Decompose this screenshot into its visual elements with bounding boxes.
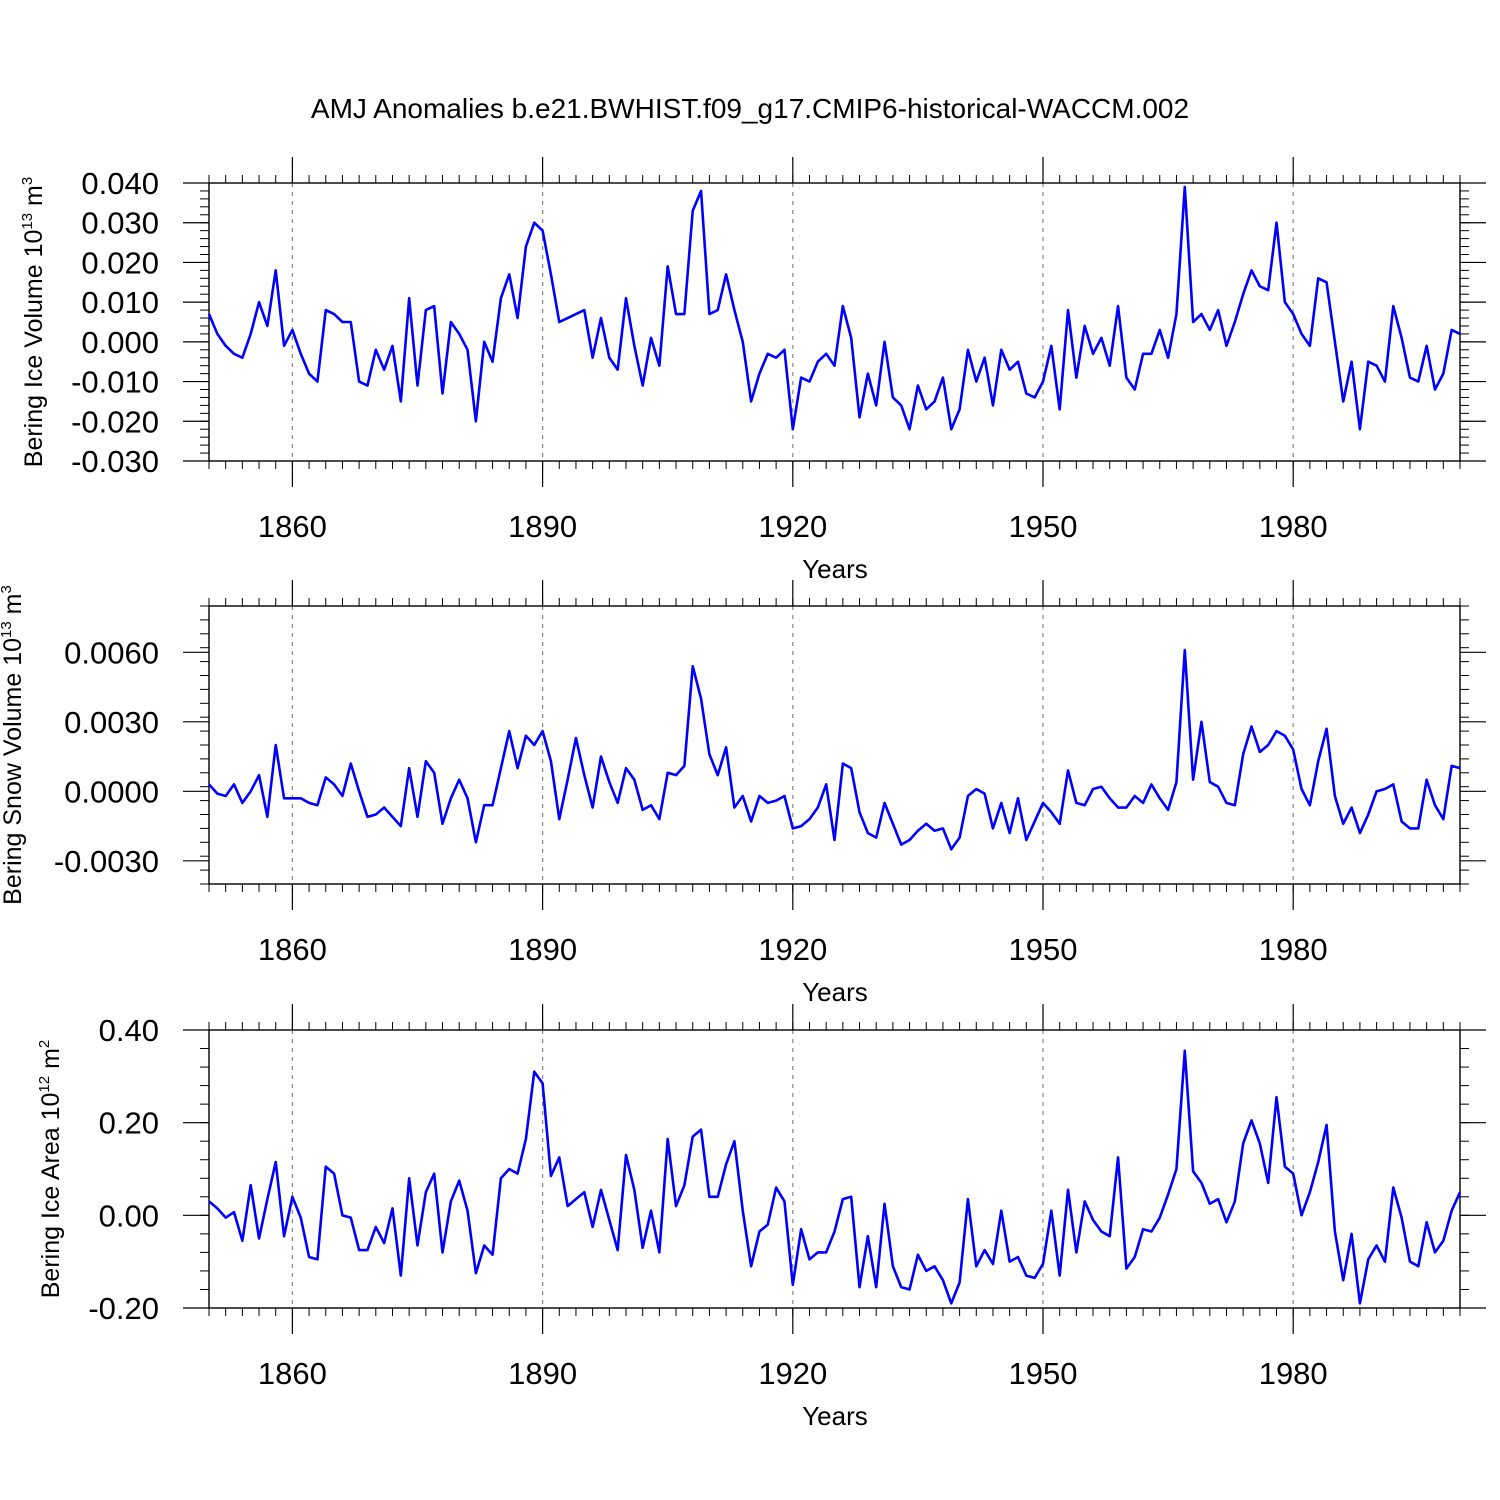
snow-volume-y-axis-title-unit: m — [0, 594, 27, 622]
snow-volume-y-tick-label: 0.0000 — [64, 774, 159, 809]
snow-volume-plot-frame — [208, 605, 1461, 885]
snow-volume-y-tick-label: -0.0030 — [54, 844, 159, 879]
ice-area-y-tick-label: -0.20 — [88, 1291, 159, 1326]
ice-area-y-tick-label: 0.00 — [99, 1198, 159, 1233]
ice-area-series-line — [208, 1049, 1462, 1305]
ice-area-y-axis-title-unit: m — [37, 1048, 65, 1076]
ice-volume-y-tick-label: 0.030 — [81, 206, 159, 241]
ice-area-x-tick-label: 1890 — [508, 1356, 577, 1391]
ice-area-y-axis-title-text: Bering Ice Area 10 — [37, 1093, 65, 1299]
ice-volume-y-tick-label: -0.020 — [71, 404, 159, 439]
ice-volume-y-tick-label: 0.040 — [81, 166, 159, 201]
ice-volume-y-tick-label: -0.010 — [71, 365, 159, 400]
ice-volume-y-tick-label: 0.000 — [81, 325, 159, 360]
ice-volume-x-tick-label: 1920 — [758, 509, 827, 544]
snow-volume-y-axis-title: Bering Snow Volume 1013 m3 — [0, 585, 27, 905]
snow-volume-x-tick-label: 1890 — [508, 932, 577, 967]
ice-area-y-axis-title-exponent: 12 — [36, 1076, 53, 1093]
snow-volume-x-tick-label: 1860 — [258, 932, 327, 967]
ice-volume-y-axis-title-unit: m — [20, 185, 48, 213]
snow-volume-y-tick-label: 0.0060 — [64, 635, 159, 670]
ice-area-y-tick-label: 0.20 — [99, 1106, 159, 1141]
snow-volume-series-line — [208, 648, 1461, 851]
figure-title: AMJ Anomalies b.e21.BWHIST.f09_g17.CMIP6… — [311, 93, 1189, 124]
ice-area-y-tick-label: 0.40 — [99, 1013, 159, 1048]
ice-volume-x-axis-title: Years — [802, 554, 868, 584]
ice-volume-y-axis-title-unit-exponent: 3 — [19, 177, 36, 185]
ice-volume-x-tick-label: 1890 — [508, 509, 577, 544]
ice-area-x-tick-label: 1950 — [1009, 1356, 1078, 1391]
ice-volume-plot-frame — [208, 182, 1461, 462]
snow-volume-x-tick-label: 1980 — [1259, 932, 1328, 967]
ice-volume-y-axis-title: Bering Ice Volume 1013 m3 — [19, 177, 48, 467]
ice-volume-x-tick-label: 1980 — [1259, 509, 1328, 544]
ice-volume-y-tick-label: 0.020 — [81, 245, 159, 280]
ice-volume-y-tick-label: 0.010 — [81, 285, 159, 320]
ice-area-x-tick-label: 1920 — [758, 1356, 827, 1391]
snow-volume-y-axis-title-unit-exponent: 3 — [0, 585, 15, 593]
ice-volume-panel: -0.030 -0.020 -0.010 0.000 0.010 0.020 0.030 0.… — [19, 157, 1486, 584]
ice-area-y-axis-title: Bering Ice Area 1012 m2 — [36, 1040, 65, 1299]
ice-volume-series-line — [207, 185, 1461, 431]
snow-volume-y-axis-title-text: Bering Snow Volume 10 — [0, 638, 27, 905]
snow-volume-y-tick-label: 0.0030 — [64, 705, 159, 740]
ice-area-panel: -0.20 0.00 0.20 0.40 1860 1890 1920 1950 1980 Yea… — [36, 1004, 1486, 1431]
ice-volume-x-tick-label: 1950 — [1009, 509, 1078, 544]
ice-area-x-axis-title: Years — [802, 1401, 868, 1431]
snow-volume-x-tick-label: 1950 — [1009, 932, 1078, 967]
snow-volume-y-axis-title-exponent: 13 — [0, 621, 15, 638]
ice-volume-y-axis-title-text: Bering Ice Volume 10 — [20, 230, 48, 468]
ice-area-plot-frame — [208, 1029, 1461, 1309]
ice-volume-x-tick-label: 1860 — [258, 509, 327, 544]
snow-volume-x-tick-label: 1920 — [758, 932, 827, 967]
ice-area-x-tick-label: 1980 — [1259, 1356, 1328, 1391]
ice-volume-y-tick-label: -0.030 — [71, 444, 159, 479]
snow-volume-panel: -0.0030 0.0000 0.0030 0.0060 1860 1890 1920 195… — [0, 580, 1486, 1007]
ice-area-y-axis-title-unit-exponent: 2 — [36, 1040, 53, 1048]
snow-volume-x-axis-title: Years — [802, 977, 868, 1007]
ice-area-x-tick-label: 1860 — [258, 1356, 327, 1391]
ice-volume-y-axis-title-exponent: 13 — [19, 213, 36, 230]
